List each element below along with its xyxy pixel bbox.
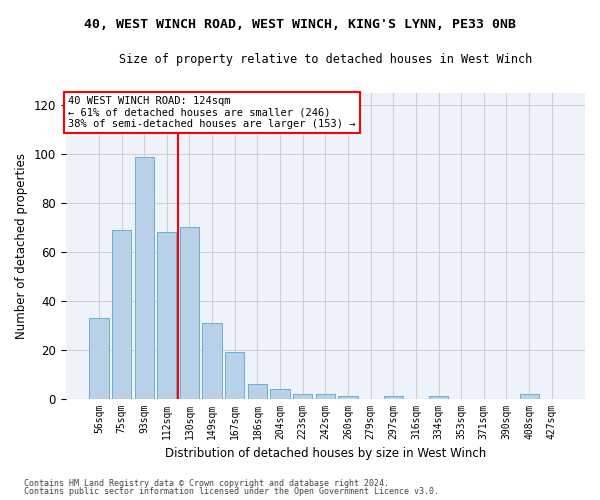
Bar — [429, 396, 448, 398]
Bar — [271, 389, 290, 398]
Text: 40 WEST WINCH ROAD: 124sqm
← 61% of detached houses are smaller (246)
38% of sem: 40 WEST WINCH ROAD: 124sqm ← 61% of deta… — [68, 96, 356, 130]
Text: 40, WEST WINCH ROAD, WEST WINCH, KING'S LYNN, PE33 0NB: 40, WEST WINCH ROAD, WEST WINCH, KING'S … — [84, 18, 516, 30]
Bar — [316, 394, 335, 398]
Bar — [338, 396, 358, 398]
Title: Size of property relative to detached houses in West Winch: Size of property relative to detached ho… — [119, 52, 532, 66]
Bar — [520, 394, 539, 398]
Bar — [134, 156, 154, 398]
Bar — [202, 323, 222, 398]
Bar — [248, 384, 267, 398]
Bar — [293, 394, 313, 398]
Bar — [157, 232, 176, 398]
Y-axis label: Number of detached properties: Number of detached properties — [15, 153, 28, 339]
Bar — [225, 352, 244, 399]
Text: Contains HM Land Registry data © Crown copyright and database right 2024.: Contains HM Land Registry data © Crown c… — [24, 478, 389, 488]
Bar — [180, 228, 199, 398]
X-axis label: Distribution of detached houses by size in West Winch: Distribution of detached houses by size … — [165, 447, 486, 460]
Bar — [89, 318, 109, 398]
Text: Contains public sector information licensed under the Open Government Licence v3: Contains public sector information licen… — [24, 487, 439, 496]
Bar — [112, 230, 131, 398]
Bar — [383, 396, 403, 398]
